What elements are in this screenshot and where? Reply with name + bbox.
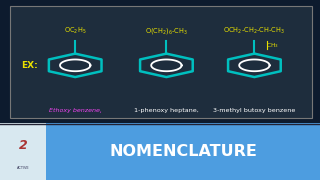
- Text: 2: 2: [19, 140, 28, 152]
- Text: Ethoxy benzene,: Ethoxy benzene,: [49, 108, 102, 113]
- FancyBboxPatch shape: [46, 123, 320, 180]
- Text: EX:: EX:: [21, 61, 37, 70]
- FancyBboxPatch shape: [0, 123, 46, 180]
- Text: 3-methyl butoxy benzene: 3-methyl butoxy benzene: [213, 108, 296, 113]
- Text: O(CH$_2$)$_6$-CH$_3$: O(CH$_2$)$_6$-CH$_3$: [145, 26, 188, 36]
- Text: OC$_2$H$_5$: OC$_2$H$_5$: [64, 26, 86, 36]
- Text: ACTIVE: ACTIVE: [17, 166, 29, 170]
- FancyBboxPatch shape: [10, 6, 312, 118]
- Text: 1-phenoxy heptane,: 1-phenoxy heptane,: [134, 108, 199, 113]
- Text: NOMENCLATURE: NOMENCLATURE: [109, 144, 257, 159]
- Text: CH$_3$: CH$_3$: [266, 41, 278, 50]
- Text: OCH$_2$-CH$_2$-CH-CH$_3$: OCH$_2$-CH$_2$-CH-CH$_3$: [223, 26, 285, 36]
